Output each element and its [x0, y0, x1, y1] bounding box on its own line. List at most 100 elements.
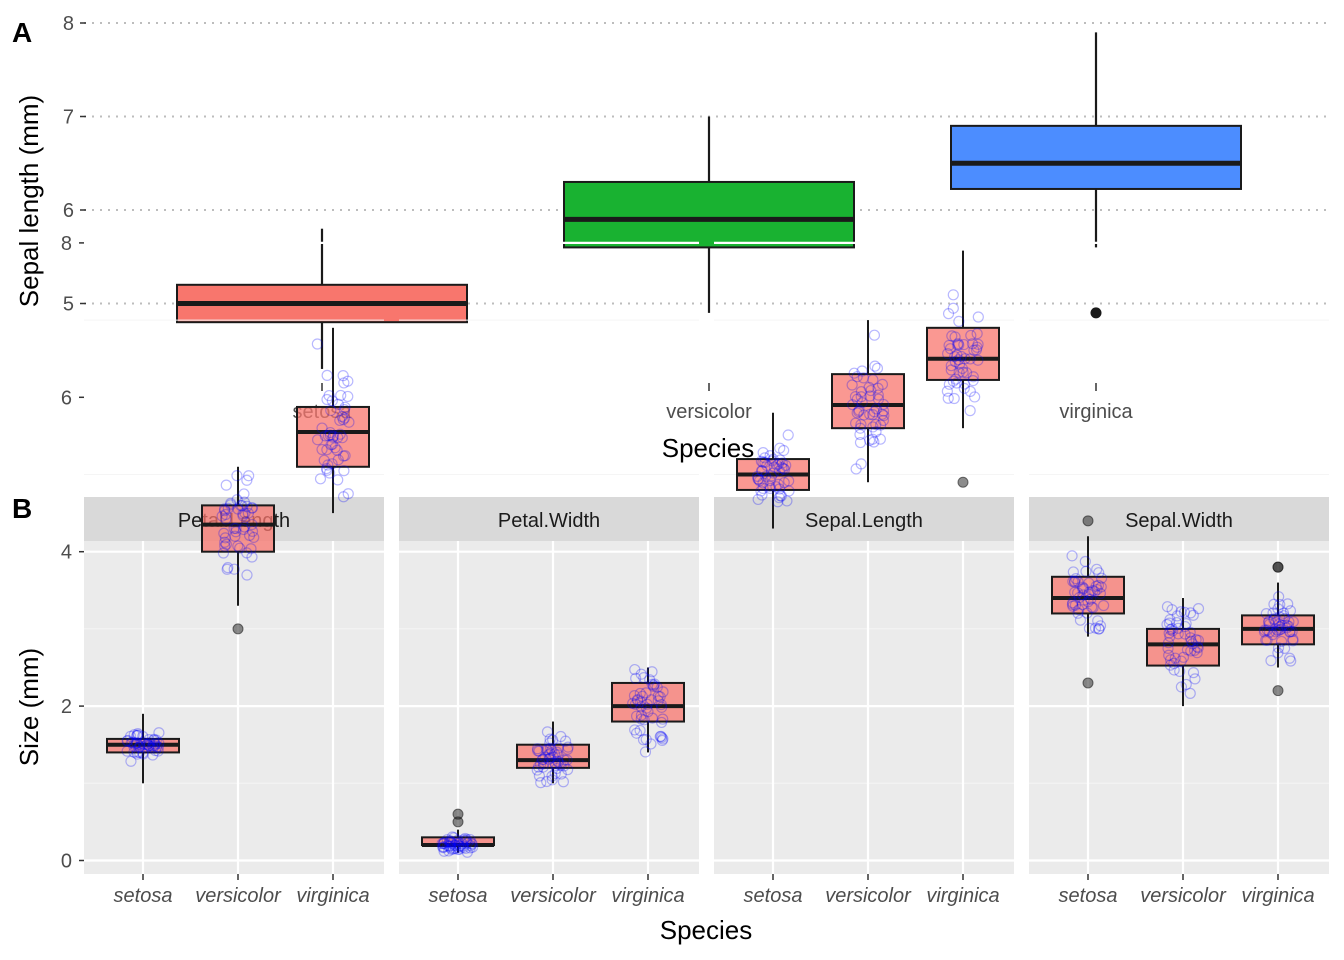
jitter-point — [131, 746, 144, 758]
jitter-point — [321, 393, 333, 406]
jitter-point — [218, 503, 231, 515]
jitter-point — [544, 742, 557, 754]
jitter-point — [1273, 618, 1285, 630]
jitter-point — [1272, 642, 1285, 654]
jitter-point — [752, 493, 764, 506]
jitter-point — [778, 444, 790, 457]
jitter-point — [552, 742, 564, 754]
jitter-point — [1083, 622, 1096, 634]
jitter-point — [1175, 681, 1188, 693]
jitter-point — [555, 730, 567, 743]
jitter-point — [1265, 655, 1277, 667]
jitter-point — [1186, 638, 1199, 650]
box-iqr — [201, 504, 275, 553]
jitter-point — [1185, 635, 1197, 647]
jitter-point — [137, 730, 149, 743]
jitter-point — [1164, 624, 1177, 636]
jitter-point — [220, 513, 232, 525]
jitter-point — [121, 745, 133, 757]
jitter-point — [1262, 616, 1275, 628]
jitter-point — [220, 508, 232, 521]
box-iqr — [950, 124, 1242, 190]
jitter-point — [856, 365, 868, 377]
jitter-point — [466, 841, 479, 853]
facet-strip — [399, 497, 699, 541]
jitter-point — [539, 751, 551, 763]
jitter-point — [148, 734, 160, 746]
jitter-point — [131, 748, 143, 760]
facet-strip-label: Petal.Width — [498, 510, 600, 532]
jitter-point — [640, 733, 652, 746]
outlier-point — [1272, 685, 1284, 697]
jitter-point — [629, 698, 642, 710]
jitter-point — [246, 502, 258, 514]
jitter-point — [632, 694, 644, 707]
jitter-point — [627, 697, 639, 709]
jitter-point — [558, 754, 571, 766]
jitter-point — [246, 551, 258, 563]
panel-b: 02468Petal.Lengthsetosaversicolorvirgini… — [61, 233, 1329, 907]
jitter-point — [964, 385, 976, 397]
jitter-point — [134, 741, 146, 753]
jitter-point — [125, 736, 137, 749]
jitter-point — [458, 841, 470, 854]
jitter-point — [325, 404, 337, 417]
jitter-point — [338, 403, 350, 416]
jitter-point — [337, 414, 349, 426]
jitter-point — [1172, 622, 1184, 634]
jitter-point — [1080, 565, 1092, 577]
panel-b-x-axis-title: Species — [660, 915, 753, 945]
jitter-point — [141, 738, 154, 750]
facet-box-setosa — [736, 412, 810, 529]
jitter-point — [1279, 612, 1291, 625]
jitter-point — [635, 668, 647, 680]
jitter-point — [850, 417, 862, 429]
facet-x-tick-label: versicolor — [195, 885, 282, 907]
jitter-point — [1263, 618, 1276, 630]
jitter-point — [756, 489, 768, 501]
jitter-point — [1272, 647, 1284, 659]
jitter-point — [332, 474, 344, 486]
jitter-point — [1166, 623, 1178, 635]
jitter-point — [752, 473, 765, 485]
jitter-point — [153, 727, 165, 739]
jitter-point — [644, 674, 656, 686]
jitter-point — [148, 740, 161, 752]
jitter-point — [238, 488, 250, 500]
jitter-point — [1180, 618, 1192, 630]
jitter-point — [448, 832, 460, 844]
jitter-point — [1192, 603, 1205, 615]
jitter-point — [655, 730, 667, 742]
jitter-point — [1164, 614, 1176, 626]
jitter-point — [544, 737, 556, 749]
jitter-point — [968, 344, 980, 356]
jitter-point — [874, 433, 886, 445]
jitter-point — [1281, 622, 1293, 634]
jitter-point — [1083, 588, 1095, 600]
jitter-point — [1284, 626, 1296, 638]
jitter-point — [645, 738, 657, 750]
jitter-point — [1067, 566, 1079, 578]
facet-panel-background — [714, 541, 1014, 874]
jitter-point — [452, 843, 464, 856]
jitter-point — [128, 740, 140, 752]
box-iqr — [563, 180, 855, 249]
jitter-point — [311, 338, 323, 350]
jitter-point — [1087, 585, 1099, 597]
jitter-point — [1274, 598, 1286, 611]
jitter-point — [131, 730, 143, 742]
jitter-point — [222, 502, 234, 514]
jitter-point — [646, 666, 658, 678]
jitter-point — [1077, 598, 1089, 611]
jitter-point — [445, 836, 457, 848]
facet-x-tick-label: setosa — [744, 885, 803, 907]
jitter-point — [316, 443, 328, 456]
jitter-point — [649, 678, 661, 690]
jitter-point — [1263, 626, 1276, 638]
jitter-point — [451, 837, 463, 850]
jitter-point — [241, 474, 253, 486]
jitter-point — [764, 482, 776, 495]
jitter-point — [446, 843, 458, 855]
jitter-point — [562, 743, 574, 755]
jitter-point — [967, 371, 979, 383]
